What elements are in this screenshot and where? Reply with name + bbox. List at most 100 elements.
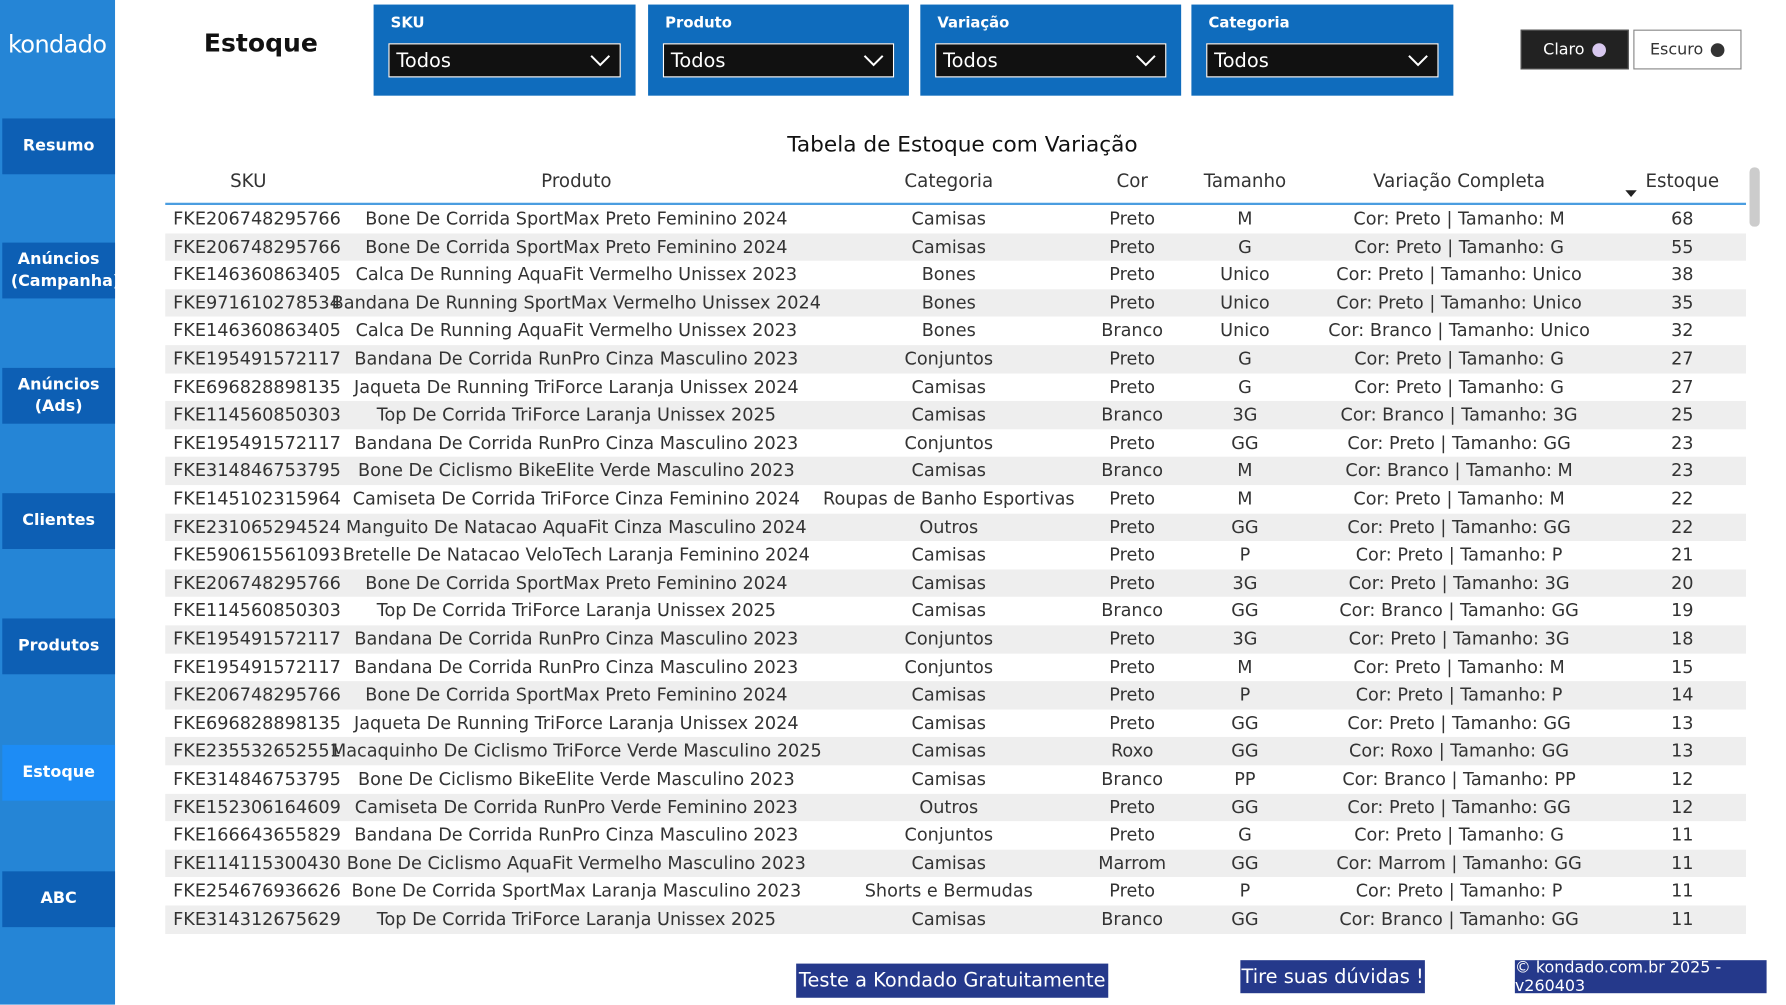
table-cell: Unico bbox=[1220, 264, 1270, 285]
table-cell: Cor: Preto | Tamanho: G bbox=[1354, 236, 1564, 257]
table-row bbox=[165, 429, 1747, 458]
table-cell: Conjuntos bbox=[904, 656, 994, 678]
table-cell: GG bbox=[1231, 852, 1259, 874]
table-row bbox=[165, 709, 1747, 738]
nav-item[interactable]: Produtos bbox=[2, 618, 116, 675]
filter-select[interactable]: Todos bbox=[388, 43, 621, 78]
table-cell: Cor: Branco | Tamanho: PP bbox=[1342, 768, 1576, 790]
table-cell: Bandana De Running SportMax Vermelho Uni… bbox=[331, 292, 822, 313]
nav-item[interactable]: Anúncios (Ads) bbox=[2, 367, 116, 424]
table-cell: Preto bbox=[1109, 264, 1156, 285]
column-header[interactable]: Estoque bbox=[1645, 169, 1720, 192]
table-cell: 32 bbox=[1671, 320, 1694, 342]
table-cell: FKE152306164609 bbox=[173, 796, 341, 818]
page-title: Estoque bbox=[203, 29, 318, 59]
theme-light-label: Claro bbox=[1543, 40, 1585, 59]
filter: Variação Todos bbox=[920, 4, 1182, 96]
table-cell: Preto bbox=[1109, 572, 1156, 594]
table-cell: Macaquinho De Ciclismo TriForce Verde Ma… bbox=[330, 740, 822, 762]
trial-button[interactable]: Teste a Kondado Gratuitamente bbox=[796, 963, 1109, 998]
column-header[interactable]: Tamanho bbox=[1203, 169, 1287, 192]
column-header[interactable]: Cor bbox=[1116, 169, 1148, 192]
filter-select[interactable]: Todos bbox=[1206, 43, 1439, 78]
table-cell: Marrom bbox=[1098, 852, 1167, 874]
theme-light[interactable]: Claro bbox=[1520, 29, 1629, 70]
table-row bbox=[165, 905, 1747, 934]
table-cell: FKE195491572117 bbox=[173, 432, 341, 454]
table-cell: Preto bbox=[1109, 516, 1156, 538]
table-cell: FKE206748295766 bbox=[173, 208, 341, 229]
table-cell: 11 bbox=[1671, 908, 1694, 930]
table-cell: Conjuntos bbox=[904, 348, 994, 370]
column-header[interactable]: Produto bbox=[541, 169, 612, 192]
nav-item[interactable]: Anúncios (Campanha) bbox=[2, 242, 121, 299]
table-cell: Cor: Branco | Tamanho: GG bbox=[1339, 908, 1579, 930]
nav-label: Produtos bbox=[17, 636, 100, 655]
column-header[interactable]: SKU bbox=[230, 169, 267, 192]
table-row bbox=[165, 541, 1747, 570]
table-cell: 14 bbox=[1671, 684, 1694, 706]
table-cell: Cor: Preto | Tamanho: 3G bbox=[1348, 572, 1570, 594]
table-cell: Camiseta De Corrida TriForce Cinza Femin… bbox=[352, 488, 800, 510]
column-header[interactable]: Categoria bbox=[904, 169, 994, 192]
nav-item[interactable]: ABC bbox=[2, 871, 116, 928]
table-cell: Conjuntos bbox=[904, 628, 994, 650]
table-cell: Preto bbox=[1109, 292, 1156, 313]
table-cell: Cor: Branco | Tamanho: Unico bbox=[1328, 320, 1590, 342]
table-cell: 12 bbox=[1671, 768, 1694, 790]
table-cell: FKE254676936626 bbox=[173, 880, 341, 902]
nav-item[interactable]: Resumo bbox=[2, 118, 116, 175]
nav-item[interactable]: Clientes bbox=[2, 493, 116, 549]
table-cell: Cor: Preto | Tamanho: G bbox=[1354, 824, 1564, 846]
table-cell: Camisas bbox=[911, 404, 987, 426]
filter: Produto Todos bbox=[648, 4, 909, 96]
table-cell: Camisas bbox=[911, 460, 987, 482]
table-cell: 23 bbox=[1671, 432, 1694, 454]
table-cell: 22 bbox=[1671, 516, 1694, 538]
table-cell: 3G bbox=[1232, 404, 1258, 426]
nav-label: Estoque bbox=[22, 763, 95, 782]
table-cell: Preto bbox=[1109, 796, 1156, 818]
theme-dark[interactable]: Escuro bbox=[1633, 29, 1742, 70]
table-cell: 11 bbox=[1671, 824, 1694, 846]
dropdown-arrow bbox=[863, 55, 884, 67]
sidebar: kondado Resumo Anúncios (Campanha) Anúncio… bbox=[0, 0, 121, 1005]
nav-item[interactable]: Estoque bbox=[2, 744, 116, 801]
table-cell: Cor: Preto | Tamanho: M bbox=[1353, 208, 1565, 229]
nav-label: Anúncios (Campanha) bbox=[10, 250, 121, 290]
filter-select[interactable]: Todos bbox=[662, 43, 895, 78]
table-cell: Bandana De Corrida RunPro Cinza Masculin… bbox=[354, 628, 799, 650]
table-cell: FKE314846753795 bbox=[173, 460, 341, 482]
table-row bbox=[165, 261, 1747, 290]
table-cell: 27 bbox=[1671, 376, 1694, 398]
table-cell: Top De Corrida TriForce Laranja Unissex … bbox=[376, 404, 776, 426]
table-cell: FKE146360863405 bbox=[173, 264, 341, 285]
table-cell: Bone De Corrida SportMax Preto Feminino … bbox=[365, 208, 788, 229]
table-cell: GG bbox=[1231, 516, 1259, 538]
dropdown-arrow bbox=[1408, 55, 1428, 67]
table-cell: 12 bbox=[1671, 796, 1694, 818]
table-cell: Conjuntos bbox=[904, 824, 994, 846]
help-button[interactable]: Tire suas dúvidas ! bbox=[1240, 960, 1425, 994]
table-cell: Camisas bbox=[911, 684, 987, 706]
filter-label: Categoria bbox=[1208, 14, 1290, 32]
table-cell: Bandana De Corrida RunPro Cinza Masculin… bbox=[354, 656, 799, 678]
table-cell: FKE314312675629 bbox=[173, 908, 341, 930]
table-cell: Cor: Branco | Tamanho: 3G bbox=[1340, 404, 1578, 426]
filter-select[interactable]: Todos bbox=[935, 43, 1167, 78]
table-cell: 68 bbox=[1671, 208, 1694, 229]
table-cell: Cor: Preto | Tamanho: M bbox=[1353, 656, 1565, 678]
theme-dark-label: Escuro bbox=[1649, 40, 1704, 59]
table-cell: Branco bbox=[1101, 460, 1164, 482]
table-cell: Cor: Preto | Tamanho: 3G bbox=[1348, 628, 1570, 650]
column-header[interactable]: Variação Completa bbox=[1373, 169, 1545, 192]
table-cell: Roxo bbox=[1110, 740, 1154, 762]
table-row bbox=[165, 793, 1747, 822]
table-cell: G bbox=[1238, 376, 1252, 398]
table-row bbox=[165, 653, 1747, 682]
table-cell: Branco bbox=[1101, 600, 1164, 622]
scrollbar[interactable] bbox=[1749, 167, 1760, 227]
table-cell: Preto bbox=[1109, 656, 1156, 678]
table-cell: Cor: Preto | Tamanho: GG bbox=[1347, 516, 1571, 538]
table-cell: FKE206748295766 bbox=[173, 236, 341, 257]
